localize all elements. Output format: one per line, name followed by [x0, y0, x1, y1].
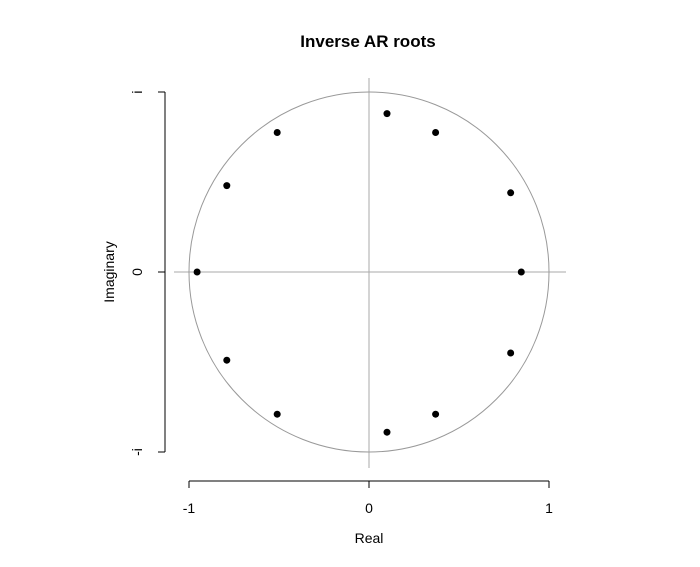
unit-circle — [188, 91, 550, 453]
y-tick-label: i — [129, 90, 145, 93]
root-point — [507, 349, 515, 357]
x-tick-label: -1 — [183, 500, 196, 516]
data-points — [193, 110, 525, 436]
x-tick-label: 1 — [545, 500, 553, 516]
root-point — [383, 428, 391, 436]
root-point — [223, 356, 231, 364]
y-tick-label: -i — [129, 448, 145, 456]
root-point — [273, 410, 281, 418]
root-point — [517, 268, 525, 276]
root-point — [223, 182, 231, 190]
y-axis: -i 0 i — [129, 90, 166, 456]
x-tick-label: 0 — [365, 500, 373, 516]
x-axis: -1 0 1 — [183, 480, 553, 516]
root-point — [383, 110, 391, 118]
root-point — [273, 129, 281, 136]
y-tick-label: 0 — [129, 268, 145, 276]
plot-area — [174, 78, 566, 468]
chart-title: Inverse AR roots — [300, 32, 435, 51]
root-point — [432, 410, 440, 418]
root-point — [507, 189, 515, 197]
y-axis-label: Imaginary — [101, 241, 117, 302]
x-axis-label: Real — [355, 530, 384, 546]
root-point — [193, 268, 201, 276]
root-point — [432, 129, 440, 136]
